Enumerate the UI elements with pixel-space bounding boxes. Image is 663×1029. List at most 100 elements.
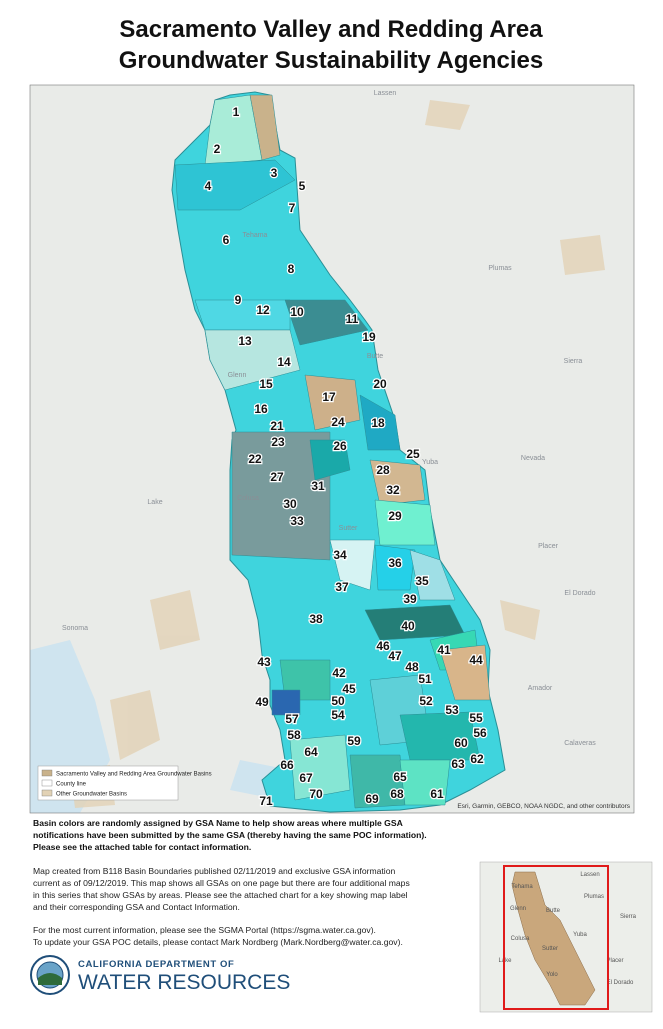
gsa-label: 19 xyxy=(362,330,376,344)
gsa-label: 50 xyxy=(331,694,345,708)
place-label: Sutter xyxy=(339,525,358,532)
inset-place-label: Lake xyxy=(498,958,512,964)
gsa-label: 66 xyxy=(280,758,294,772)
inset-place-label: Yuba xyxy=(573,932,587,938)
gsa-label: 64 xyxy=(304,745,318,759)
gsa-label: 36 xyxy=(388,556,402,570)
gsa-label: 37 xyxy=(335,580,349,594)
gsa-label: 44 xyxy=(469,653,483,667)
inset-place-label: Lassen xyxy=(580,872,599,878)
gsa-label: 3 xyxy=(271,166,278,180)
gsa-label: 60 xyxy=(454,736,468,750)
inset-extent xyxy=(503,865,609,1010)
note: and their corresponding GSA and Contact … xyxy=(33,902,240,912)
legend-label: Other Groundwater Basins xyxy=(56,792,127,798)
note-bold: notifications have been submitted by the… xyxy=(33,830,427,840)
gsa-label: 15 xyxy=(259,377,273,391)
gsa-label: 47 xyxy=(388,649,402,663)
gsa-label: 4 xyxy=(205,179,212,193)
place-label: Placer xyxy=(538,543,559,550)
gsa-label: 69 xyxy=(365,792,379,806)
place-labels: Lassen Tehama Plumas Butte Glenn Sierra Yuba Ne… xyxy=(62,90,596,747)
gsa-label: 58 xyxy=(287,728,301,742)
note: For the most current information, please… xyxy=(33,925,376,935)
title-line: Sacramento Valley and Redding Area xyxy=(119,16,543,43)
gsa-label: 17 xyxy=(322,390,336,404)
place-label: Tehama xyxy=(243,232,268,239)
map-frame xyxy=(29,84,635,814)
other-basins xyxy=(70,100,605,808)
inset-basin xyxy=(511,871,596,1006)
gsa-label: 51 xyxy=(418,672,432,686)
place-label: Sonoma xyxy=(62,625,88,632)
gsa-label: 53 xyxy=(445,703,459,717)
gsa-label: 68 xyxy=(390,787,404,801)
legend-box xyxy=(37,765,179,801)
place-label: Yuba xyxy=(422,459,438,466)
gsa-label: 55 xyxy=(469,711,483,725)
title: Sacramento Valley and Redding Area Groun… xyxy=(119,16,544,74)
gsa-label: 63 xyxy=(451,757,465,771)
gsa-label: 25 xyxy=(406,447,420,461)
gsa-label: 57 xyxy=(285,712,299,726)
dwr-logo: CALIFORNIA DEPARTMENT OF WATER RESOURCES xyxy=(30,955,290,995)
gsa-label: 11 xyxy=(346,312,359,326)
legend: Sacramento Valley and Redding Area Groun… xyxy=(37,765,212,801)
place-label: Amador xyxy=(528,685,553,692)
gsa-label: 61 xyxy=(430,787,444,801)
place-label: Lake xyxy=(147,499,162,506)
note: Map created from B118 Basin Boundaries p… xyxy=(33,866,395,876)
place-label: Calaveras xyxy=(564,740,596,747)
gsa-label: 31 xyxy=(311,479,325,493)
gsa-label: 46 xyxy=(376,639,390,653)
notes: Basin colors are randomly assigned by GS… xyxy=(33,818,427,947)
gsa-label: 21 xyxy=(270,419,284,433)
gsa-label: 29 xyxy=(388,509,402,523)
gsa-label: 10 xyxy=(290,305,304,319)
place-label: Sierra xyxy=(564,358,583,365)
inset-place-label: Plumas xyxy=(584,894,604,900)
gsa-label: 26 xyxy=(333,439,347,453)
note: To update your GSA POC details, please c… xyxy=(33,937,403,947)
map: Lassen Tehama Plumas Butte Glenn Sierra Yuba Ne… xyxy=(30,85,634,813)
gsa-label: 67 xyxy=(299,771,313,785)
gsa-label: 8 xyxy=(288,262,295,276)
inset-place-label: Butte xyxy=(546,908,561,914)
seal-hills xyxy=(38,973,62,985)
gsa-label: 2 xyxy=(214,142,221,156)
inset-place-label: Placer xyxy=(606,958,623,964)
gsa-label: 14 xyxy=(277,355,291,369)
note-bold: Please see the attached table for contac… xyxy=(33,842,251,852)
gsa-label: 9 xyxy=(235,293,242,307)
inset-place-labels: Lassen Tehama Plumas Glenn Butte Sierra Yuba Co… xyxy=(498,872,636,986)
inset-place-label: Glenn xyxy=(510,906,526,912)
logo-main: WATER RESOURCES xyxy=(78,971,290,994)
title-line: Groundwater Sustainability Agencies xyxy=(119,47,544,74)
place-label: Colusa xyxy=(237,495,259,502)
note: current as of 09/12/2019. This map shows… xyxy=(33,878,410,888)
gsa-label: 27 xyxy=(270,470,284,484)
gsa-label: 5 xyxy=(299,179,306,193)
gsa-label: 7 xyxy=(289,201,296,215)
gsa-label: 28 xyxy=(376,463,390,477)
place-label: Nevada xyxy=(521,455,545,462)
gsa-label: 56 xyxy=(473,726,487,740)
place-label: Plumas xyxy=(488,265,512,272)
gsa-label: 41 xyxy=(437,643,451,657)
gsa-label: 43 xyxy=(257,655,271,669)
gsa-label: 62 xyxy=(470,752,484,766)
inset-map: Lassen Tehama Plumas Glenn Butte Sierra Yuba Co… xyxy=(479,861,653,1013)
gsa-label: 40 xyxy=(401,619,415,633)
gsa-label: 6 xyxy=(223,233,230,247)
gsa-label: 16 xyxy=(254,402,268,416)
inset-place-label: Sierra xyxy=(620,914,637,920)
gsa-label: 54 xyxy=(331,708,345,722)
note-bold: Basin colors are randomly assigned by GS… xyxy=(33,818,403,828)
gsa-label: 18 xyxy=(371,416,385,430)
gsa-label: 38 xyxy=(309,612,323,626)
gsa-label: 32 xyxy=(386,483,400,497)
gsa-label: 1 xyxy=(233,105,240,119)
gsa-label: 12 xyxy=(256,303,270,317)
